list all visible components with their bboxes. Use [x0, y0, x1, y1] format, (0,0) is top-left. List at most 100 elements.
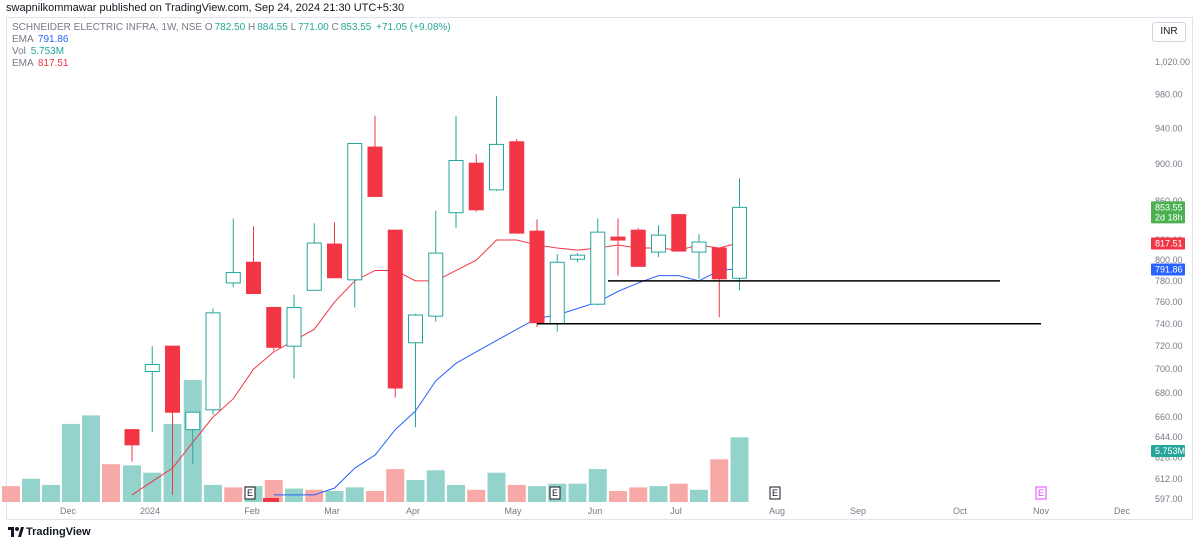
- candle-body: [428, 252, 444, 317]
- x-axis-tick-label: May: [504, 506, 522, 516]
- candle-body: [286, 306, 302, 347]
- legend-ema1-value: 791.86: [37, 34, 69, 45]
- candle-body: [266, 306, 282, 348]
- chart-frame: [6, 17, 1193, 520]
- x-axis-tick-label: Apr: [406, 506, 420, 516]
- x-axis-tick-label: Dec: [1114, 506, 1131, 516]
- legend-close: 853.55: [340, 22, 372, 33]
- earnings-baseline-bar: [263, 498, 279, 502]
- volume-bar: [143, 472, 162, 502]
- tradingview-logo-icon: [8, 527, 24, 537]
- volume-bar: [568, 483, 587, 502]
- ema-slow-line: [273, 268, 740, 496]
- candle-body: [124, 429, 140, 446]
- candle-body: [225, 272, 241, 284]
- volume-bar: [366, 491, 384, 502]
- ema-fast-price-badge: 817.51: [1155, 239, 1183, 249]
- candle-body: [306, 242, 322, 291]
- volume-bar: [204, 484, 222, 502]
- candle-body: [185, 411, 201, 431]
- legend-ema2-row[interactable]: EMA 817.51: [12, 58, 69, 70]
- volume-bar: [62, 423, 80, 502]
- volume-bar: [588, 469, 607, 502]
- currency-button[interactable]: INR: [1152, 22, 1186, 42]
- volume-bar: [345, 487, 364, 502]
- legend-change: +71.05 (+9.08%): [376, 22, 451, 33]
- y-axis-tick-label: 597.00: [1155, 494, 1183, 504]
- candle-body: [205, 312, 221, 411]
- volume-bar: [264, 480, 283, 502]
- y-axis-tick-label: 660.00: [1155, 412, 1183, 422]
- y-axis-tick-label: 612.00: [1155, 474, 1183, 484]
- volume-bar: [467, 489, 486, 502]
- candle-body: [651, 234, 666, 253]
- candle-body: [590, 231, 606, 305]
- x-axis-tick-label: 2024: [140, 506, 160, 516]
- candle-body: [529, 230, 545, 324]
- legend-ema1-row[interactable]: EMA 791.86: [12, 34, 69, 46]
- volume-bar: [710, 459, 729, 502]
- x-axis-tick-label: Sep: [850, 506, 866, 516]
- volume-bar: [629, 487, 648, 502]
- ema-slow-price-badge: 791.86: [1155, 265, 1183, 275]
- legend-vol-label: Vol: [12, 46, 26, 57]
- volume-bar: [426, 470, 445, 502]
- candle-body: [570, 254, 585, 260]
- legend-high: 884.55: [257, 22, 288, 33]
- y-axis-tick-label: 780.00: [1155, 276, 1183, 286]
- earnings-marker-icon: [244, 486, 256, 500]
- x-axis-tick-label: Jun: [588, 506, 603, 516]
- volume-bar: [305, 489, 324, 502]
- x-axis-tick-label: Dec: [60, 506, 77, 516]
- footer: TradingView: [0, 521, 1200, 544]
- volume-bar: [22, 478, 40, 502]
- y-axis-tick-label: 1,020.00: [1155, 57, 1190, 67]
- x-axis-tick-label: Aug: [769, 506, 785, 516]
- volume-bar: [528, 486, 546, 502]
- volume-bar: [649, 486, 668, 502]
- ema-slow-price-badge-bg: [1151, 263, 1185, 276]
- volume-bar: [224, 487, 243, 502]
- volume-bar: [102, 464, 120, 502]
- legend-open: 782.50: [214, 22, 246, 33]
- candle-body: [549, 261, 565, 325]
- y-axis-tick-label: 700.00: [1155, 364, 1183, 374]
- legend-low-label: L: [290, 22, 297, 33]
- earnings-marker-label: E: [552, 488, 558, 498]
- legend-ema1-label: EMA: [12, 34, 34, 45]
- last-price-badge-bg: [1151, 201, 1185, 224]
- earnings-marker-icon: [1035, 486, 1047, 500]
- legend-vol-row[interactable]: Vol 5.753M: [12, 46, 64, 58]
- legend-vol-value: 5.753M: [30, 46, 65, 57]
- volume-bar: [406, 480, 425, 502]
- legend-close-label: C: [331, 22, 339, 33]
- volume-bar: [487, 472, 506, 502]
- volume-bar: [2, 486, 20, 502]
- candle-body: [408, 314, 423, 344]
- y-axis-tick-label: 900.00: [1155, 159, 1183, 169]
- candle-body: [468, 162, 484, 211]
- y-axis-tick-label: 628.00: [1155, 453, 1183, 463]
- volume-badge-bg: [1151, 445, 1185, 457]
- y-axis-tick-label: 680.00: [1155, 388, 1183, 398]
- candle-body: [165, 345, 180, 413]
- ema-fast-price-badge-bg: [1151, 237, 1185, 250]
- candle-body: [509, 141, 525, 234]
- volume-bar: [42, 484, 60, 502]
- y-axis-tick-label: 760.00: [1155, 297, 1183, 307]
- y-axis-tick-label: 720.00: [1155, 341, 1183, 351]
- y-axis-tick-label: 940.00: [1155, 124, 1183, 134]
- earnings-marker-label: E: [247, 488, 253, 498]
- x-axis-tick-label: Feb: [244, 506, 260, 516]
- earnings-marker-label: E: [772, 488, 778, 498]
- candle-body: [610, 236, 626, 241]
- legend-open-label: O: [204, 22, 213, 33]
- earnings-marker-label: E: [1038, 488, 1044, 498]
- volume-badge: 5.753M: [1155, 446, 1185, 456]
- y-axis-tick-label: 800.00: [1155, 255, 1183, 265]
- x-axis-tick-label: Mar: [324, 506, 340, 516]
- candle-body: [347, 143, 363, 281]
- volume-bar: [82, 415, 100, 502]
- volume-bar: [447, 484, 465, 502]
